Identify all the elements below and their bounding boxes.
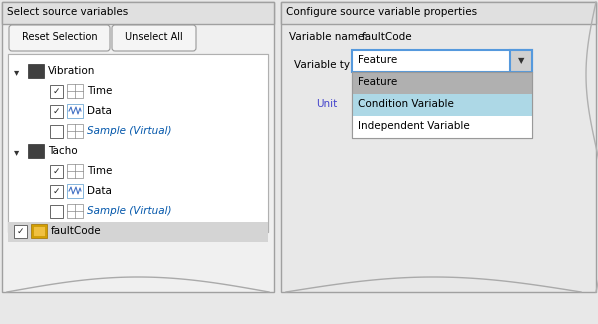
Text: Time: Time (87, 86, 112, 96)
Text: Condition Variable: Condition Variable (358, 99, 454, 109)
FancyBboxPatch shape (9, 25, 110, 51)
Text: ✓: ✓ (53, 167, 60, 176)
Bar (352, 72, 532, 138)
Text: Time: Time (87, 166, 112, 176)
Bar (67, 204, 83, 218)
Bar (67, 164, 83, 178)
Text: Feature: Feature (358, 77, 397, 87)
Bar (50, 85, 63, 98)
Bar (67, 124, 83, 138)
Text: Vibration: Vibration (48, 66, 95, 76)
Bar (8, 222, 268, 242)
Text: ▼: ▼ (518, 56, 524, 65)
Text: Unit: Unit (316, 99, 337, 109)
Bar (50, 165, 63, 178)
Bar (352, 72, 532, 138)
Bar (33, 226, 45, 236)
Text: ▾: ▾ (14, 147, 19, 157)
Text: Tacho: Tacho (48, 146, 78, 156)
Text: ✓: ✓ (53, 107, 60, 116)
Bar (31, 224, 47, 238)
Text: Independent Variable: Independent Variable (358, 121, 470, 131)
Bar (67, 184, 83, 198)
Bar (352, 94, 532, 116)
Text: ✓: ✓ (17, 227, 25, 236)
Bar (50, 125, 63, 138)
Text: Data: Data (87, 186, 112, 196)
Text: ✓: ✓ (53, 187, 60, 196)
Bar (352, 50, 532, 72)
Text: ✓: ✓ (53, 87, 60, 96)
Bar (352, 72, 532, 94)
Bar (2, 2, 274, 292)
Text: Variable type: Variable type (294, 60, 363, 70)
Bar (67, 84, 83, 98)
Text: Data: Data (87, 106, 112, 116)
Text: faultCode: faultCode (362, 32, 413, 42)
Bar (28, 64, 44, 78)
Bar (50, 205, 63, 218)
Text: Sample (Virtual): Sample (Virtual) (87, 126, 172, 136)
Text: Unselect All: Unselect All (125, 32, 183, 42)
Bar (8, 54, 268, 232)
Bar (67, 104, 83, 118)
Bar (50, 185, 63, 198)
Text: Select source variables: Select source variables (7, 7, 128, 17)
Text: Variable name:: Variable name: (289, 32, 368, 42)
Bar (281, 2, 596, 24)
Bar (14, 225, 27, 238)
Text: Reset Selection: Reset Selection (22, 32, 97, 42)
Text: Configure source variable properties: Configure source variable properties (286, 7, 477, 17)
Text: ▾: ▾ (14, 67, 19, 77)
Bar (28, 144, 44, 158)
Text: faultCode: faultCode (51, 226, 102, 236)
Bar (281, 2, 596, 292)
Text: Sample (Virtual): Sample (Virtual) (87, 206, 172, 216)
Bar (510, 50, 532, 72)
Bar (8, 54, 268, 232)
Bar (50, 105, 63, 118)
Text: Feature: Feature (358, 55, 397, 65)
Bar (2, 2, 274, 24)
Bar (352, 116, 532, 138)
FancyBboxPatch shape (112, 25, 196, 51)
